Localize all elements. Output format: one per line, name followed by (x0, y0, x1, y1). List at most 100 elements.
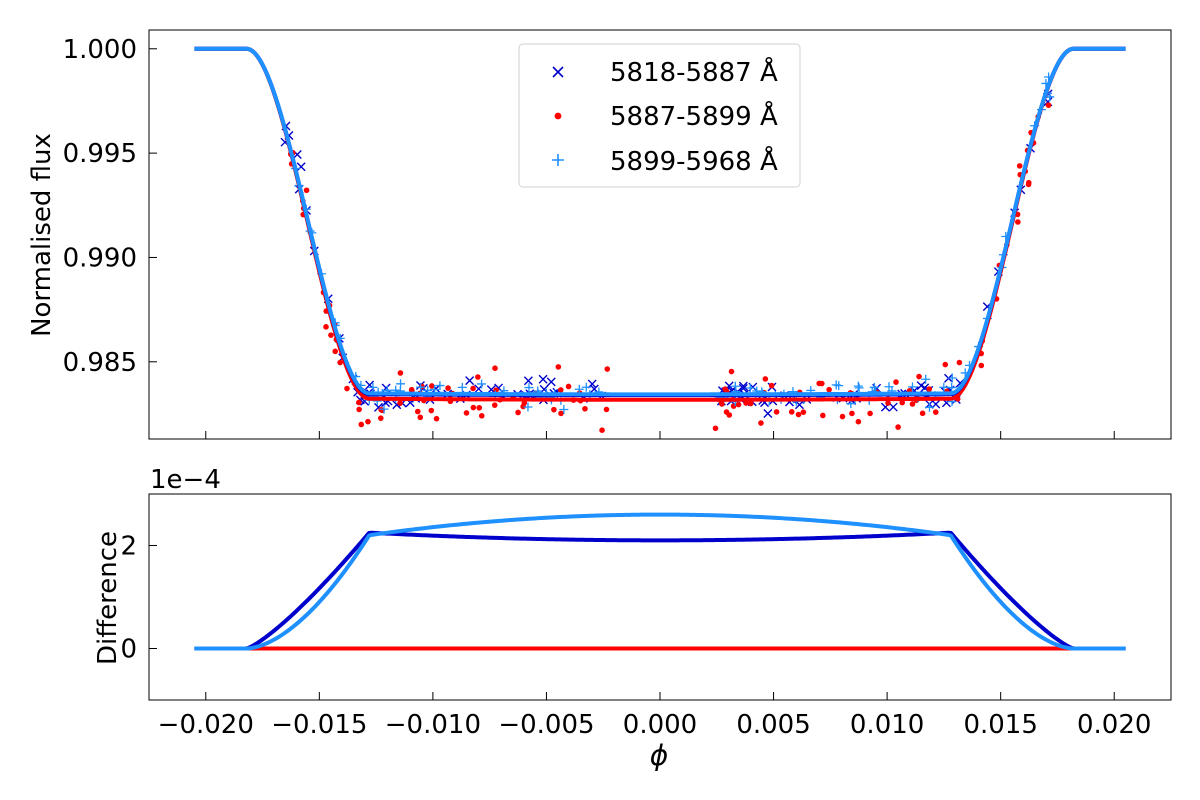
point-dot (1025, 179, 1032, 186)
point-x (587, 379, 597, 389)
legend-marker-x (552, 66, 564, 78)
point-plus (416, 382, 426, 392)
legend-box (518, 43, 801, 188)
point-dot (899, 399, 906, 406)
bottom-x-tick-label: −0.015 (271, 710, 367, 740)
point-dot (493, 387, 499, 393)
point-dot (728, 368, 735, 375)
point-plus (924, 402, 934, 412)
point-dot (826, 386, 832, 393)
difference-curve-3 (194, 512, 1126, 651)
bottom-y-ticks: 02 (120, 532, 157, 665)
point-dot (747, 400, 754, 407)
point-plus (853, 381, 863, 391)
point-dot (885, 400, 891, 406)
point-x (523, 376, 533, 386)
point-dot (773, 409, 780, 415)
point-dot (356, 399, 362, 406)
point-dot (344, 385, 350, 392)
bottom-x-ticks: −0.020 −0.015 −0.010 −0.005 0.000 0.005 0.010 0… (158, 692, 1151, 740)
bottom-x-tick-label: 0.005 (736, 710, 810, 740)
point-dot (839, 413, 846, 420)
point-plus (939, 382, 949, 392)
point-dot (470, 404, 477, 411)
point-plus (368, 382, 378, 392)
point-dot (558, 410, 564, 417)
point-dot (735, 401, 742, 408)
point-dot (723, 409, 730, 415)
top-x-ticks (205, 431, 1115, 439)
point-plus (574, 384, 584, 394)
point-dot (328, 332, 334, 338)
point-dot (520, 403, 526, 410)
point-dot (332, 348, 339, 355)
bottom-y-tick-label: 2 (120, 532, 137, 562)
point-plus (379, 404, 389, 414)
legend-marker-plus (552, 154, 564, 166)
top-data-layer (194, 46, 1126, 434)
point-dot (867, 410, 873, 417)
point-dot (603, 406, 610, 413)
bottom-x-tick-label: 0.020 (1077, 710, 1151, 740)
bottom-x-tick-label: −0.020 (158, 710, 254, 740)
point-dot (551, 406, 557, 413)
top-y-axis-label: Normalised flux (27, 133, 57, 337)
point-plus (907, 382, 917, 392)
point-dot (582, 405, 588, 412)
point-dot (557, 387, 564, 393)
top-y-tick-label: 1.000 (63, 35, 137, 65)
point-dot (855, 418, 862, 425)
point-dot (795, 411, 802, 418)
point-dot (800, 409, 807, 415)
point-plus (869, 382, 879, 392)
point-dot (565, 383, 572, 390)
top-y-tick-label: 0.995 (63, 139, 137, 169)
top-panel: 0.985 0.990 0.995 1.000 Normalised flux 581… (27, 29, 1172, 440)
point-dot (555, 364, 562, 370)
point-x (296, 162, 306, 172)
point-dot (932, 409, 939, 415)
legend-label-1: 5818-5887 Å (610, 56, 778, 88)
point-plus (523, 402, 533, 412)
point-dot (478, 413, 485, 419)
bottom-y-tick-label: 0 (120, 635, 137, 665)
bottom-x-tick-label: 0.015 (963, 710, 1037, 740)
point-dot (433, 415, 440, 422)
point-x (738, 381, 748, 391)
point-plus (834, 381, 844, 391)
point-dot (758, 420, 764, 426)
bottom-plot-area (149, 494, 1171, 700)
point-dot (919, 410, 926, 417)
point-dot (429, 383, 435, 389)
model-curve-3 (194, 46, 1126, 397)
point-dot (722, 386, 728, 392)
point-dot (768, 382, 775, 389)
point-dot (463, 410, 470, 416)
point-dot (377, 415, 384, 421)
point-dot (475, 374, 481, 380)
point-x (763, 408, 773, 418)
legend-label-3: 5899-5968 Å (610, 145, 778, 177)
top-y-ticks: 0.985 0.990 0.995 1.000 (63, 35, 157, 378)
x-axis-label: ϕ (650, 739, 668, 772)
point-dot (491, 402, 498, 408)
point-dot (470, 385, 476, 392)
point-dot (323, 324, 329, 330)
point-dot (604, 366, 611, 372)
point-plus (457, 382, 467, 392)
point-x (538, 374, 548, 384)
point-plus (581, 382, 591, 392)
point-dot (365, 418, 371, 425)
top-y-tick-label: 0.985 (63, 348, 137, 378)
bottom-x-tick-label: 0.010 (850, 710, 924, 740)
point-x (465, 376, 475, 386)
point-dot (895, 424, 901, 430)
point-dot (820, 412, 826, 419)
point-dot (942, 361, 949, 368)
point-dot (356, 406, 362, 413)
point-dot (428, 407, 435, 414)
legend-entry-3: 5899-5968 Å (552, 145, 778, 177)
point-plus (524, 383, 534, 393)
point-dot (492, 365, 498, 372)
